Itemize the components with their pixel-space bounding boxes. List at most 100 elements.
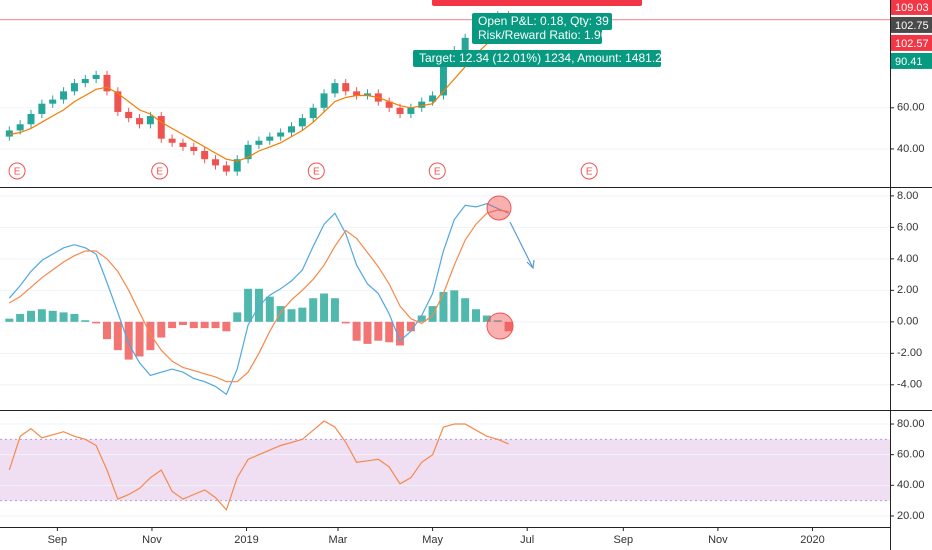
candle-body [201, 150, 209, 160]
earnings-marker [307, 162, 325, 180]
histogram-bar [222, 321, 231, 332]
y-tick-label: 0.00 [897, 316, 918, 328]
candle-body [277, 132, 285, 137]
y-tick-label: -4.00 [897, 379, 922, 391]
candle-body [125, 111, 133, 119]
histogram-bar [59, 312, 68, 322]
histogram-bar [124, 321, 133, 360]
annotation: Open P&L: 0.18, Qty: 39 [478, 14, 609, 28]
price-tag-label: 102.75 [895, 20, 929, 32]
candle-body [363, 93, 371, 96]
candle-body [114, 91, 122, 112]
earnings-label: E [313, 167, 320, 178]
x-tick-label: Sep [48, 534, 68, 546]
earnings-marker [428, 162, 446, 180]
candle-body [60, 91, 68, 100]
y-tick-label: 40.00 [897, 479, 925, 491]
x-tick-label: Nov [142, 534, 162, 546]
candle-body [287, 126, 295, 133]
candle-body [353, 91, 361, 96]
candle-body [309, 107, 317, 119]
histogram-bar [27, 310, 36, 322]
candle-body [407, 107, 415, 114]
price-tag-label: 90.41 [895, 56, 923, 68]
histogram-bar [189, 321, 198, 329]
y-tick-label: 4.00 [897, 253, 918, 265]
x-tick-label: May [422, 534, 443, 546]
earnings-marker [151, 162, 169, 180]
histogram-bar [439, 291, 448, 322]
candle-body [5, 130, 13, 137]
earnings-label: E [14, 167, 21, 178]
histogram-bar [168, 321, 177, 329]
histogram-bar [200, 321, 209, 329]
histogram-bar [276, 306, 285, 322]
x-tick-label: Nov [708, 534, 728, 546]
series-line [8, 420, 509, 511]
price-tag [891, 16, 932, 33]
histogram-bar [341, 321, 350, 324]
earnings-marker [8, 162, 26, 180]
annotation-box [472, 27, 602, 44]
rsi-band [0, 439, 890, 501]
histogram-bar [396, 321, 405, 346]
histogram-bar [363, 321, 372, 344]
histogram-bar [472, 309, 481, 322]
y-tick-label: 6.00 [897, 221, 918, 233]
histogram-bar [417, 315, 426, 322]
candle-body [157, 116, 165, 139]
price-tag-label: 102.57 [895, 38, 929, 50]
earnings-marker [580, 162, 598, 180]
highlight-circle [486, 195, 512, 221]
candle-body [298, 118, 306, 127]
histogram-bar [504, 321, 513, 332]
y-tick-label: 20.00 [897, 510, 925, 522]
price-tag [891, 0, 932, 15]
histogram-bar [309, 298, 318, 322]
candle-body [49, 99, 57, 104]
x-tick-label: Mar [329, 534, 348, 546]
annotation-box [413, 50, 661, 67]
candle-body [233, 159, 241, 172]
candle-body [136, 118, 144, 125]
candle-body [103, 74, 111, 92]
candle-body [179, 142, 187, 147]
highlight-circle [486, 312, 514, 340]
x-tick-label: Jul [520, 534, 534, 546]
candle-body [461, 37, 469, 51]
y-tick-label: 80.00 [897, 418, 925, 430]
stop-box [432, 0, 642, 6]
histogram-bar [320, 293, 329, 322]
candle-body [439, 56, 447, 96]
candle-body [385, 101, 393, 108]
annotation: Risk/Reward Ratio: 1.96 [478, 28, 608, 42]
series-line [9, 27, 509, 162]
candle-body [70, 83, 78, 92]
x-tick-label: Sep [614, 534, 634, 546]
candle-body [38, 103, 46, 114]
histogram-bar [70, 313, 79, 322]
candle-body [255, 140, 263, 145]
histogram-bar [461, 298, 470, 322]
histogram-bar [233, 312, 242, 322]
series-line [8, 203, 509, 396]
y-tick-label: 60.00 [897, 449, 925, 461]
candle-body [342, 83, 350, 92]
arrow-head [526, 259, 535, 270]
y-tick-label: 8.00 [897, 190, 918, 202]
histogram-bar [330, 298, 339, 322]
x-tick-label: 2019 [234, 534, 258, 546]
candle-body [396, 107, 404, 114]
annotation: Target: 12.34 (12.01%) 1234, Amount: 148… [419, 51, 669, 65]
y-tick-label: 40.00 [897, 143, 925, 155]
histogram-bar [16, 313, 25, 322]
histogram-bar [37, 309, 46, 322]
candle-body [81, 78, 89, 84]
y-tick-label: 60.00 [897, 102, 925, 114]
x-tick-label: 2020 [800, 534, 824, 546]
price-tag-label: 109.03 [895, 2, 929, 14]
earnings-label: E [156, 167, 163, 178]
candle-body [429, 95, 437, 102]
price-tag [891, 34, 932, 51]
